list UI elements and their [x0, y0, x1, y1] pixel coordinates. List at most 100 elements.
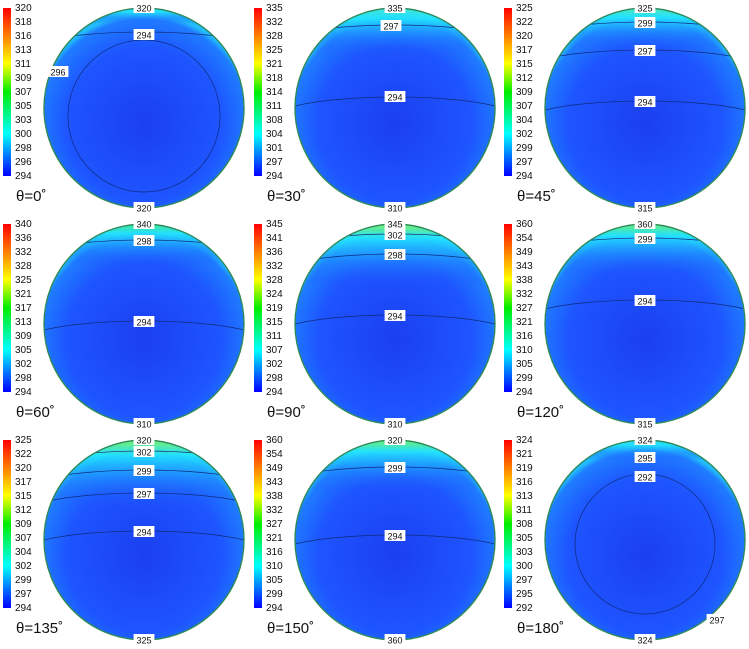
contour-label-text: 299	[387, 464, 402, 474]
colorbar-tick-label: 332	[266, 505, 283, 516]
contour-label: 299	[384, 462, 406, 474]
colorbar-tick-label: 343	[516, 261, 533, 272]
theta-caption: θ=120˚	[517, 404, 565, 421]
theta-caption: θ=0˚	[16, 188, 47, 205]
contour-panel: 325 322 320 317 315 312 309 307 304 302 299 297 294 θ…	[0, 432, 249, 648]
colorbar	[504, 8, 512, 176]
contour-label-text: 324	[637, 436, 652, 446]
colorbar-tick-label: 296	[15, 157, 32, 168]
contour-label-text: 294	[136, 31, 151, 41]
contour-label-text: 345	[387, 220, 402, 230]
theta-caption: θ=45˚	[517, 188, 556, 205]
colorbar-tick-label: 302	[266, 359, 283, 370]
theta-caption: θ=60˚	[16, 404, 55, 421]
colorbar-tick-label: 332	[266, 17, 283, 28]
contour-label: 310	[133, 418, 155, 430]
contour-label-text: 335	[387, 4, 402, 14]
colorbar-tick-label: 302	[15, 561, 32, 572]
contour-label: 297	[380, 20, 402, 32]
colorbar-tick-label: 294	[516, 171, 533, 182]
contour-label: 294	[634, 96, 656, 108]
colorbar-tick-label: 321	[266, 533, 283, 544]
colorbar-tick-label: 316	[15, 31, 32, 42]
contour-label: 320	[133, 202, 155, 214]
colorbar-tick-label: 304	[516, 115, 533, 126]
colorbar-tick-label: 316	[516, 331, 533, 342]
colorbar	[254, 224, 262, 392]
contour-label-text: 297	[136, 490, 151, 500]
theta-caption: θ=180˚	[517, 620, 565, 637]
colorbar-tick-labels: 360 354 349 343 338 332 327 321 316 310 305 299 294	[266, 436, 296, 614]
colorbar-tick-label: 311	[516, 505, 532, 516]
contour-label: 324	[634, 434, 656, 446]
colorbar-tick-label: 328	[15, 261, 32, 272]
temperature-disk: 320 302 299 297 294 325	[43, 434, 245, 646]
colorbar-tick-label: 297	[516, 575, 533, 586]
colorbar	[3, 224, 11, 392]
colorbar-tick-labels: 324 321 319 316 313 311 308 305 303 300 297 295 292	[516, 436, 546, 614]
colorbar-tick-label: 328	[266, 31, 283, 42]
colorbar-tick-label: 321	[15, 289, 32, 300]
hot-region	[545, 224, 745, 424]
temperature-disk: 320 299 294 360	[294, 434, 496, 646]
colorbar-tick-label: 295	[516, 589, 533, 600]
contour-label-text: 294	[637, 297, 652, 307]
colorbar-tick-label: 307	[15, 533, 32, 544]
contour-label-text: 295	[637, 454, 652, 464]
colorbar-tick-label: 354	[516, 233, 533, 244]
colorbar-tick-label: 298	[266, 373, 283, 384]
contour-label: 315	[634, 202, 656, 214]
colorbar-tick-label: 294	[516, 387, 533, 398]
contour-label-text: 294	[387, 312, 402, 322]
colorbar-tick-label: 311	[15, 59, 31, 70]
theta-caption: θ=30˚	[267, 188, 306, 205]
colorbar-tick-label: 305	[15, 345, 32, 356]
contour-label-text: 320	[136, 436, 151, 446]
colorbar-tick-label: 322	[15, 449, 32, 460]
colorbar-tick-label: 319	[516, 463, 533, 474]
temperature-disk: 324 295 292 297 324	[544, 434, 746, 646]
colorbar-tick-label: 325	[266, 45, 283, 56]
colorbar-tick-label: 349	[266, 463, 283, 474]
contour-label: 324	[634, 634, 656, 646]
colorbar-tick-label: 294	[266, 171, 283, 182]
contour-panel: 360 354 349 343 338 332 327 321 316 310 305 299 294 θ…	[501, 216, 749, 432]
contour-label: 294	[384, 310, 406, 322]
colorbar-tick-label: 325	[15, 435, 32, 446]
contour-label: 310	[384, 418, 406, 430]
contour-label: 297	[634, 45, 656, 57]
contour-panel: 325 322 320 317 315 312 309 307 304 302 299 297 294 θ…	[501, 0, 749, 216]
colorbar	[504, 440, 512, 608]
contour-label: 296	[47, 66, 69, 78]
contour-label-text: 299	[136, 467, 151, 477]
contour-panel: 335 332 328 325 321 318 314 311 308 304 301 297 294 θ…	[251, 0, 500, 216]
colorbar-tick-label: 345	[266, 219, 283, 230]
colorbar-tick-label: 319	[266, 303, 283, 314]
colorbar-tick-label: 316	[266, 547, 283, 558]
colorbar-tick-label: 312	[516, 73, 533, 84]
colorbar-tick-label: 338	[516, 275, 533, 286]
colorbar	[504, 224, 512, 392]
colorbar-tick-label: 328	[266, 275, 283, 286]
contour-label-text: 320	[136, 204, 151, 214]
colorbar-tick-label: 305	[15, 101, 32, 112]
colorbar-tick-label: 327	[516, 303, 533, 314]
colorbar-tick-label: 322	[516, 17, 533, 28]
contour-label-text: 340	[136, 220, 151, 230]
colorbar-tick-label: 311	[266, 101, 282, 112]
colorbar-tick-labels: 335 332 328 325 321 318 314 311 308 304 301 297 294	[266, 4, 296, 182]
colorbar-tick-label: 311	[266, 331, 282, 342]
contour-panel: 340 336 332 328 325 321 317 313 309 305 302 298 294 θ…	[0, 216, 249, 432]
colorbar-tick-label: 303	[15, 115, 32, 126]
contour-label: 299	[634, 233, 656, 245]
contour-label: 294	[384, 530, 406, 542]
contour-label-text: 299	[637, 235, 652, 245]
colorbar-tick-label: 360	[516, 219, 533, 230]
colorbar-tick-label: 332	[15, 247, 32, 258]
colorbar-tick-label: 310	[266, 561, 283, 572]
colorbar-tick-label: 300	[15, 129, 32, 140]
contour-label-text: 360	[387, 636, 402, 646]
colorbar-tick-labels: 345 341 336 332 328 324 319 315 311 307 302 298 294	[266, 220, 296, 398]
contour-label-text: 298	[136, 237, 151, 247]
contour-label: 297	[706, 614, 728, 626]
